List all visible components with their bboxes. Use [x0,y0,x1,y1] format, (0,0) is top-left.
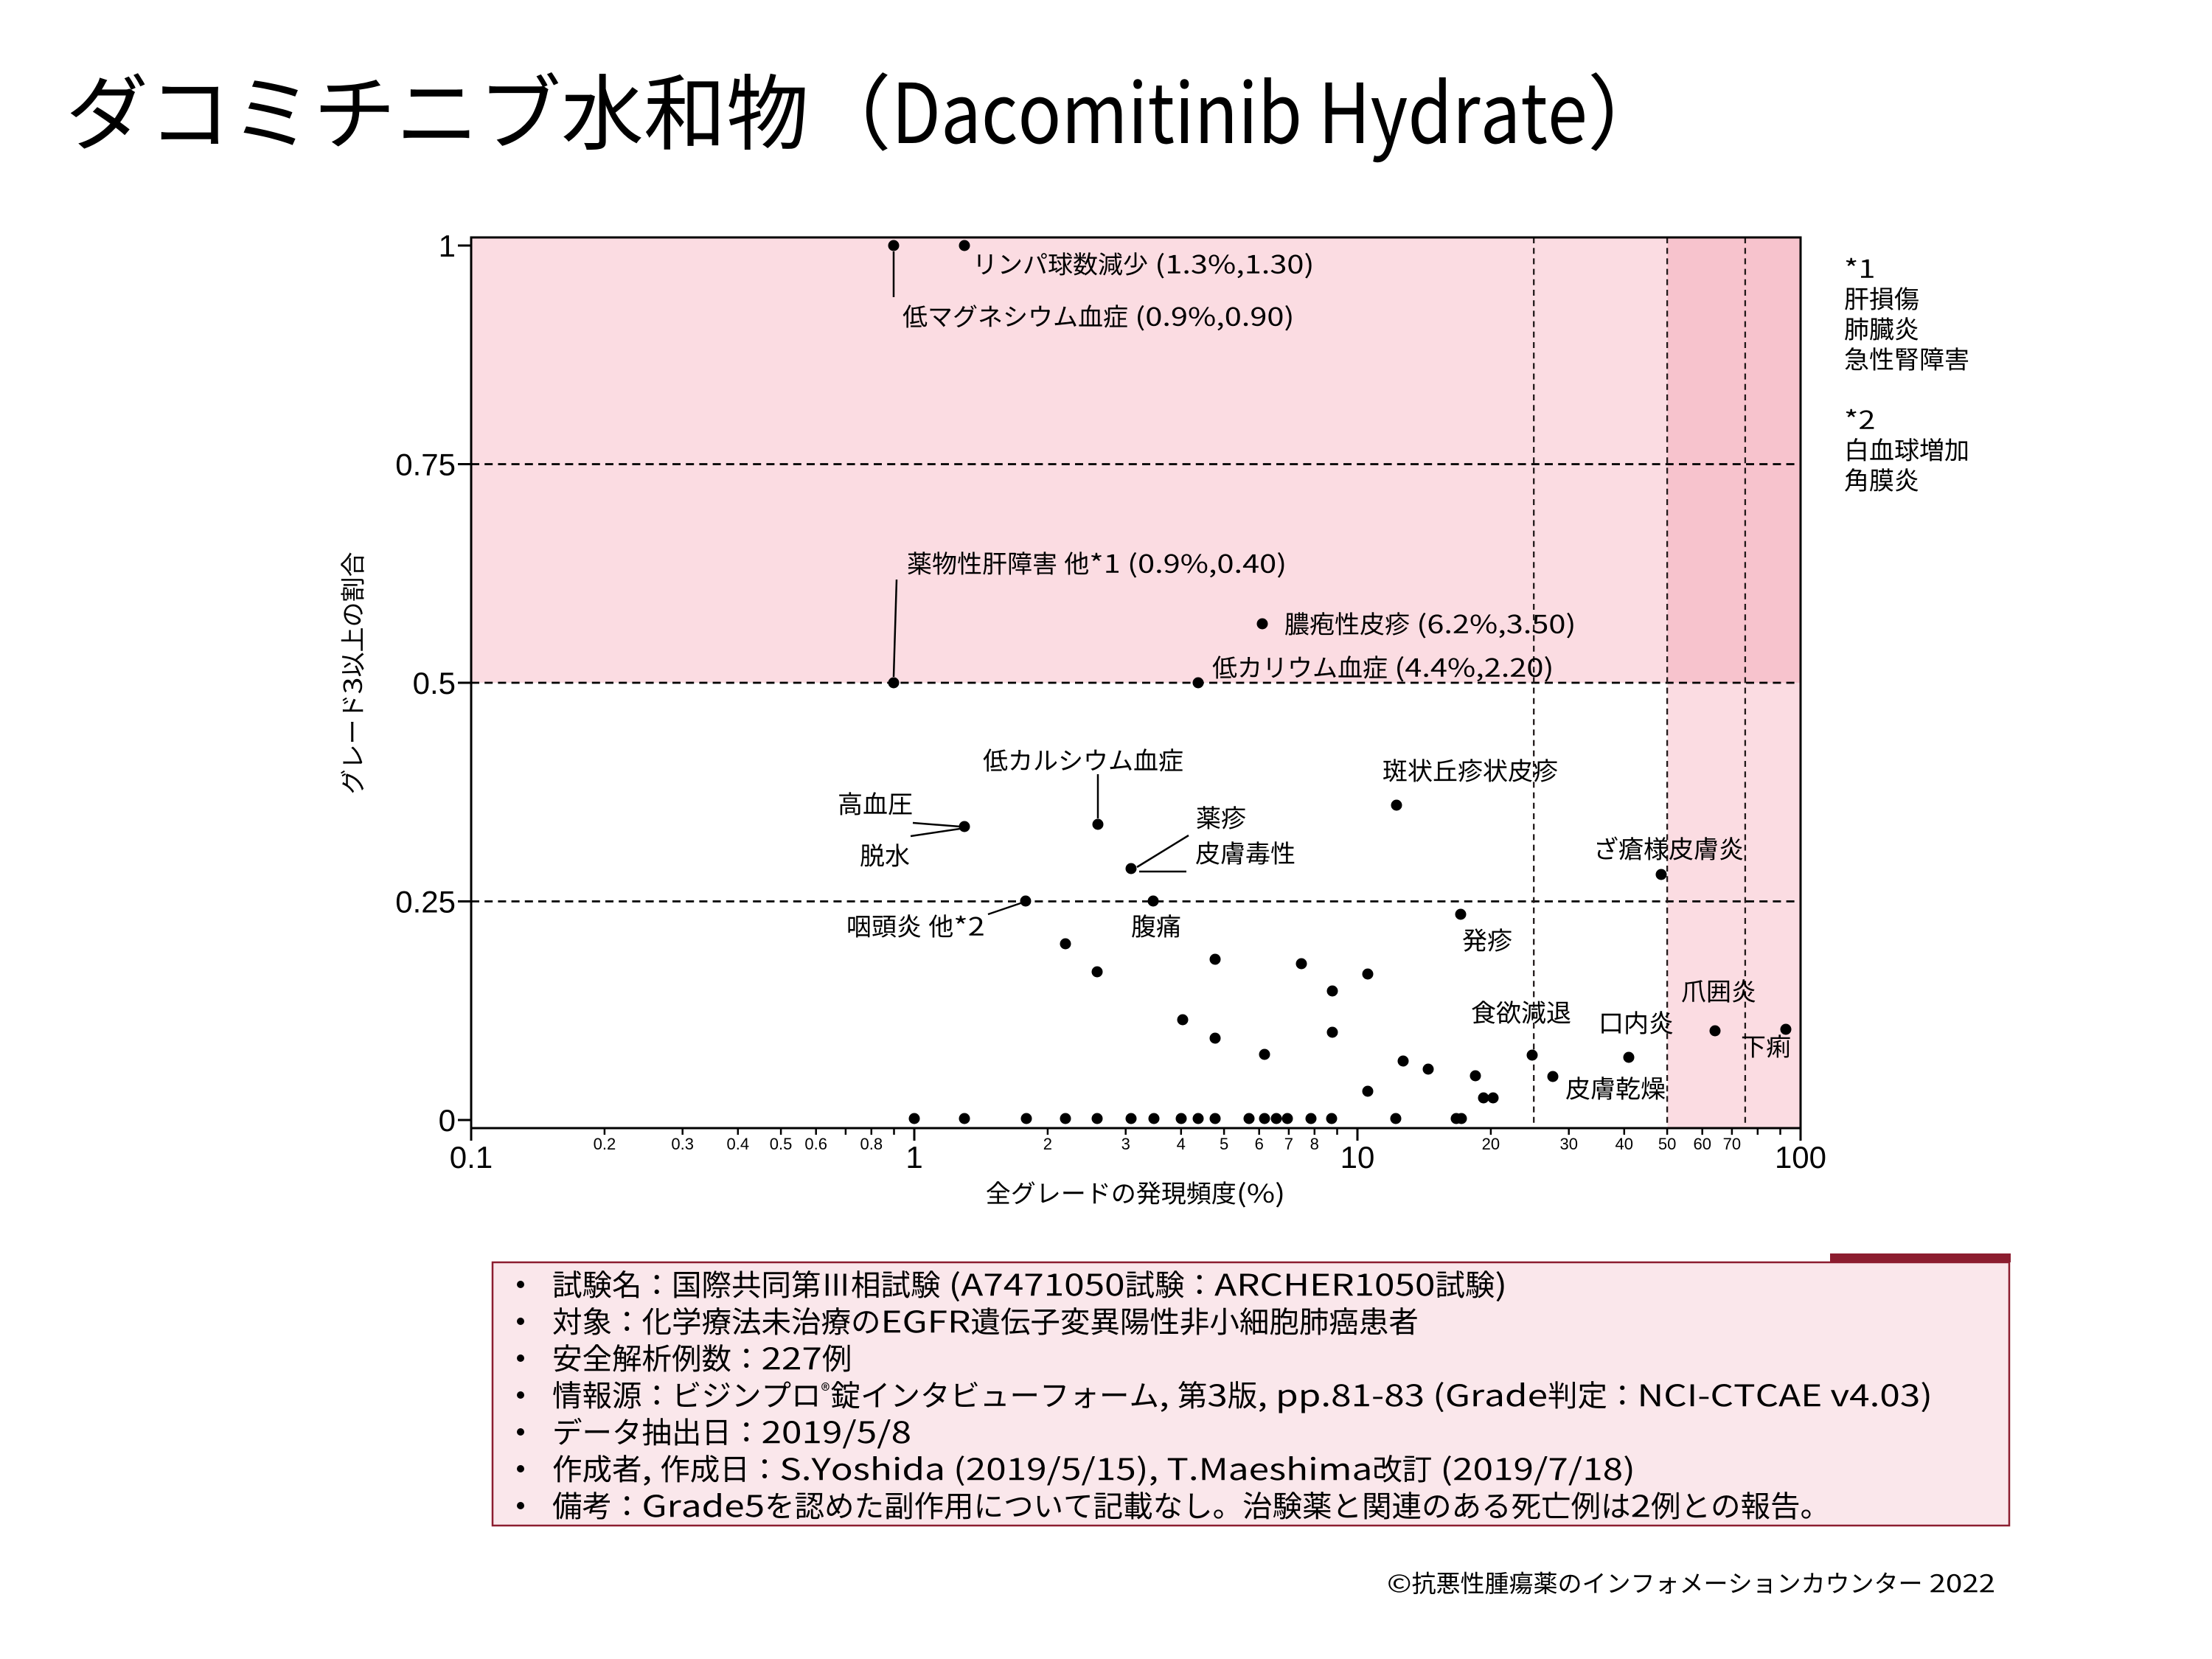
svg-text:0.2: 0.2 [594,1135,616,1153]
svg-text:7: 7 [1284,1135,1293,1153]
svg-text:10: 10 [1340,1140,1375,1175]
svg-text:4: 4 [1177,1135,1186,1153]
svg-text:70: 70 [1723,1135,1741,1153]
svg-text:0.75: 0.75 [395,448,456,482]
svg-text:1: 1 [905,1140,922,1175]
svg-text:50: 50 [1658,1135,1676,1153]
svg-text:0.25: 0.25 [395,885,456,919]
svg-text:100: 100 [1775,1140,1826,1175]
svg-text:0.3: 0.3 [671,1135,694,1153]
svg-text:20: 20 [1482,1135,1500,1153]
svg-text:5: 5 [1220,1135,1228,1153]
svg-text:60: 60 [1693,1135,1711,1153]
svg-text:0.5: 0.5 [413,666,456,700]
svg-text:30: 30 [1559,1135,1577,1153]
svg-text:8: 8 [1310,1135,1319,1153]
svg-text:2: 2 [1043,1135,1052,1153]
svg-text:0.6: 0.6 [804,1135,827,1153]
svg-text:0.8: 0.8 [860,1135,883,1153]
svg-text:0.1: 0.1 [450,1140,493,1175]
svg-text:1: 1 [439,229,456,263]
svg-text:0.4: 0.4 [727,1135,750,1153]
svg-text:0: 0 [439,1103,456,1138]
svg-text:6: 6 [1255,1135,1264,1153]
svg-text:3: 3 [1121,1135,1130,1153]
svg-text:0.5: 0.5 [770,1135,793,1153]
svg-text:40: 40 [1615,1135,1633,1153]
